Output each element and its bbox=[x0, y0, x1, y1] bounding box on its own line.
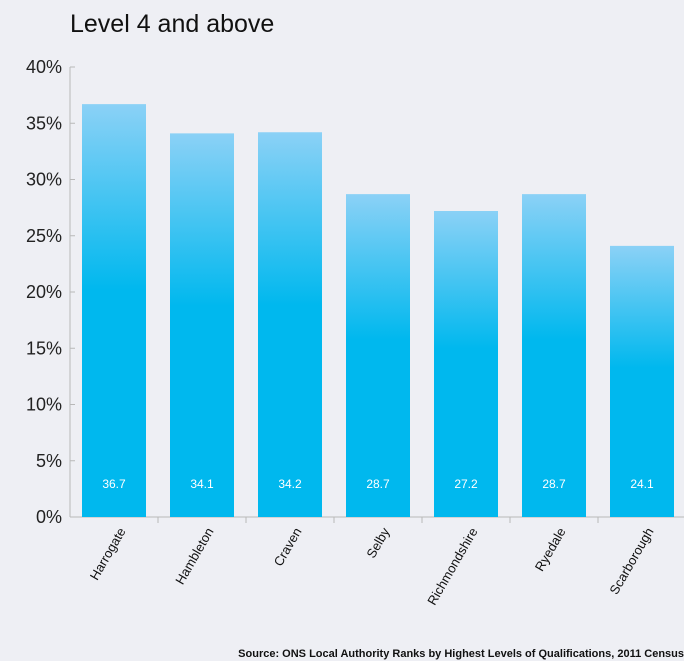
data-label: 28.7 bbox=[366, 477, 390, 491]
y-tick-label: 10% bbox=[26, 395, 62, 415]
chart-title: Level 4 and above bbox=[70, 10, 275, 38]
bar-ryedale bbox=[522, 194, 586, 517]
data-label: 27.2 bbox=[454, 477, 478, 491]
data-label: 34.2 bbox=[278, 477, 302, 491]
bar-hambleton bbox=[170, 133, 234, 517]
x-tick-label: Richmondshire bbox=[424, 525, 480, 608]
data-label: 28.7 bbox=[542, 477, 566, 491]
x-tick-label: Selby bbox=[363, 525, 392, 561]
x-tick-label: Hambleton bbox=[172, 525, 216, 587]
bars bbox=[82, 104, 674, 517]
source-note: Source: ONS Local Authority Ranks by Hig… bbox=[238, 648, 684, 660]
x-tick-label: Craven bbox=[271, 525, 305, 569]
bar-craven bbox=[258, 132, 322, 517]
x-tick-label: Ryedale bbox=[532, 525, 569, 574]
y-tick-label: 35% bbox=[26, 113, 62, 133]
x-tick-label: Scarborough bbox=[606, 525, 656, 597]
bar-richmondshire bbox=[434, 211, 498, 517]
data-label: 24.1 bbox=[630, 477, 654, 491]
y-tick-label: 40% bbox=[26, 57, 62, 77]
x-tick-label: Harrogate bbox=[87, 525, 129, 583]
y-tick-label: 20% bbox=[26, 282, 62, 302]
y-tick-label: 15% bbox=[26, 338, 62, 358]
y-tick-label: 25% bbox=[26, 226, 62, 246]
y-tick-label: 0% bbox=[36, 507, 62, 527]
bar-selby bbox=[346, 194, 410, 517]
bar-harrogate bbox=[82, 104, 146, 517]
data-label: 36.7 bbox=[102, 477, 126, 491]
bar-scarborough bbox=[610, 245, 674, 517]
data-label: 34.1 bbox=[190, 477, 214, 491]
y-tick-label: 30% bbox=[26, 170, 62, 190]
y-tick-label: 5% bbox=[36, 451, 62, 471]
